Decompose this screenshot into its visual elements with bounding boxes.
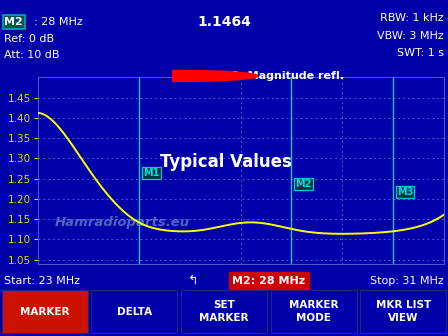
Text: VBW: 3 MHz: VBW: 3 MHz [377,31,444,41]
Circle shape [106,71,258,81]
Text: MARKER
MODE: MARKER MODE [289,300,338,323]
Text: Ref: 0 dB: Ref: 0 dB [4,34,55,44]
FancyBboxPatch shape [2,290,88,333]
FancyBboxPatch shape [360,290,446,333]
Text: SWT: 1 s: SWT: 1 s [396,48,444,58]
Text: : 28 MHz: : 28 MHz [34,17,82,27]
Text: ↰: ↰ [188,274,198,287]
Text: Start: 23 MHz: Start: 23 MHz [4,276,81,286]
Text: M2: M2 [296,179,312,189]
Text: RBW: 1 kHz: RBW: 1 kHz [380,13,444,24]
Text: Stop: 31 MHz: Stop: 31 MHz [370,276,444,286]
Text: 1.1464: 1.1464 [197,15,251,29]
Text: M3: M3 [397,187,413,197]
Text: M1: M1 [143,168,160,178]
FancyBboxPatch shape [181,290,267,333]
Text: Att: 10 dB: Att: 10 dB [4,50,60,60]
FancyBboxPatch shape [91,290,177,333]
Text: DELTA: DELTA [117,307,152,317]
Text: SET
MARKER: SET MARKER [199,300,249,323]
FancyBboxPatch shape [271,290,357,333]
Text: M2: 28 MHz: M2: 28 MHz [232,276,306,286]
Text: Typical Values: Typical Values [160,153,292,171]
Text: M2: M2 [4,17,23,27]
Text: MARKER: MARKER [20,307,69,317]
Text: Hamradioparts.eu: Hamradioparts.eu [54,216,190,229]
Text: FSH-Z2: Magnitude refl.: FSH-Z2: Magnitude refl. [194,71,344,81]
Text: MKR LIST
VIEW: MKR LIST VIEW [375,300,431,323]
